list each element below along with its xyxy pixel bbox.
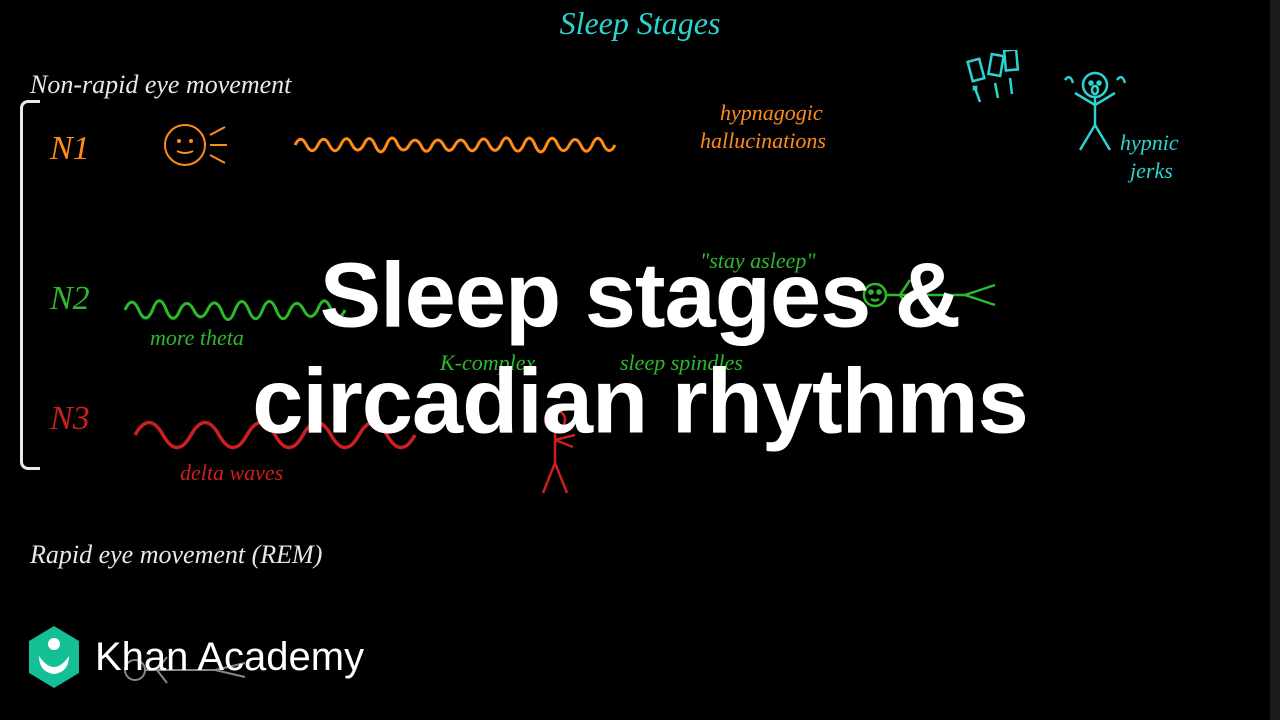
falling-figure-icon bbox=[960, 50, 1050, 140]
face-icon-n1 bbox=[155, 115, 235, 175]
stage-n3-label: N3 bbox=[50, 400, 90, 438]
khan-brand-text: Khan Academy bbox=[95, 635, 364, 680]
stage-n1-label: N1 bbox=[50, 130, 90, 168]
title-text: Sleep Stages bbox=[560, 5, 721, 41]
video-title-overlay: Sleep stages & circadian rhythms bbox=[190, 244, 1090, 456]
right-edge-bar bbox=[1270, 0, 1280, 720]
page-title: Sleep Stages bbox=[560, 5, 721, 42]
hypnic-jerk-figure-icon bbox=[1055, 65, 1145, 165]
stage-n2-label: N2 bbox=[50, 280, 90, 318]
n1-theta-wave bbox=[290, 120, 630, 170]
annotation-text: hallucinations bbox=[700, 128, 826, 154]
nrem-label: Non-rapid eye movement bbox=[30, 70, 291, 100]
khan-academy-logo: Khan Academy bbox=[25, 624, 364, 690]
rem-label: Rapid eye movement (REM) bbox=[30, 540, 322, 570]
khan-hex-icon bbox=[25, 624, 83, 690]
annotation-text: delta waves bbox=[180, 460, 283, 486]
stage-bracket bbox=[20, 100, 40, 470]
annotation-text: hypnagogic bbox=[720, 100, 823, 126]
